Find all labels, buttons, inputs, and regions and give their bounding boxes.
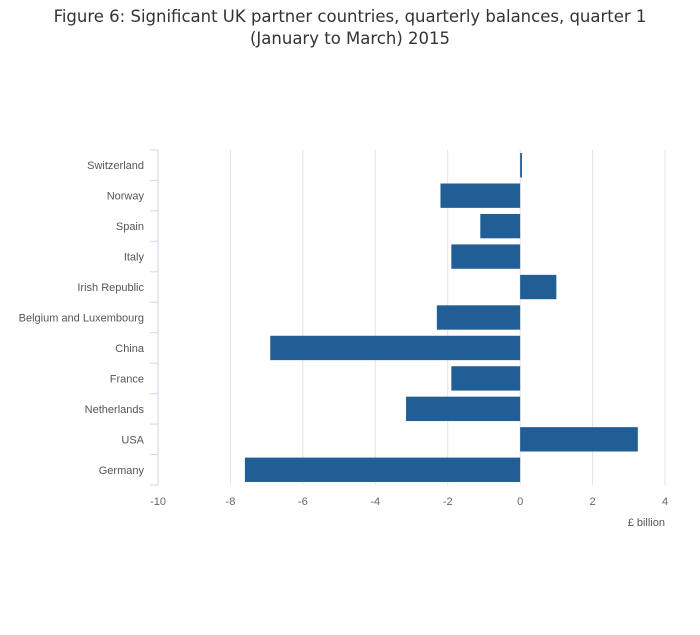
bars [244, 153, 638, 482]
bar-irish-republic[interactable] [520, 274, 557, 300]
chart-title-line-1: Figure 6: Significant UK partner countri… [53, 7, 647, 26]
bar-usa[interactable] [520, 427, 638, 452]
category-label: Belgium and Luxembourg [19, 313, 144, 325]
x-tick-label: -4 [370, 496, 380, 508]
bar-france[interactable] [451, 366, 521, 391]
x-tick-label: -6 [298, 496, 308, 508]
bar-netherlands[interactable] [406, 396, 521, 422]
bar-belgium-and-luxembourg[interactable] [436, 305, 521, 330]
bar-norway[interactable] [440, 183, 521, 208]
category-label: France [110, 373, 144, 385]
bar-italy[interactable] [451, 244, 521, 269]
category-label: Norway [107, 191, 145, 203]
x-tick-label: -2 [443, 496, 453, 508]
bar-germany[interactable] [244, 457, 521, 482]
gridlines [229, 150, 666, 485]
x-tick-label: 2 [590, 496, 596, 508]
x-tick-label: 4 [662, 496, 668, 508]
category-label: Germany [99, 465, 145, 477]
bar-switzerland[interactable] [520, 153, 522, 178]
x-axis-label: £ billion [628, 517, 665, 529]
bar-spain[interactable] [480, 213, 521, 239]
category-label: Italy [124, 252, 145, 264]
x-tick-label: -10 [150, 496, 166, 508]
category-label: China [115, 343, 145, 355]
chart-title-line-2: (January to March) 2015 [249, 29, 450, 48]
axes: -10 -8 -6 -4 -2 0 2 4 Switzerland Norway Spain Ital… [19, 149, 668, 508]
x-tick-label: -8 [226, 496, 236, 508]
x-tick-label: 0 [517, 496, 523, 508]
category-label: Switzerland [87, 160, 144, 172]
category-label: Irish Republic [77, 282, 144, 294]
category-label: Spain [116, 221, 144, 233]
chart-title: Figure 6: Significant UK partner countri… [0, 6, 700, 50]
category-label: Netherlands [85, 404, 145, 416]
bar-china[interactable] [270, 335, 521, 361]
category-label: USA [121, 434, 144, 446]
